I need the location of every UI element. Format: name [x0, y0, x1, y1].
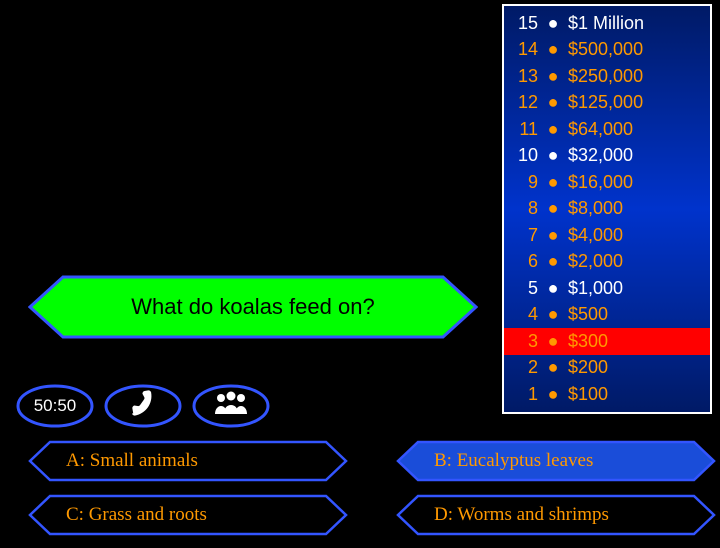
prize-level: 7: [512, 225, 538, 246]
prize-amount: $250,000: [568, 66, 702, 87]
prize-level: 11: [512, 119, 538, 140]
prize-level: 12: [512, 92, 538, 113]
prize-row-13: 13●$250,000: [504, 63, 710, 90]
dot-icon: ●: [538, 304, 568, 325]
prize-row-15: 15●$1 Million: [504, 10, 710, 37]
prize-row-4: 4●$500: [504, 302, 710, 329]
question-container: What do koalas feed on?: [28, 275, 478, 339]
prize-level: 1: [512, 384, 538, 405]
dot-icon: ●: [538, 39, 568, 60]
prize-level: 13: [512, 66, 538, 87]
prize-ladder: 15●$1 Million14●$500,00013●$250,00012●$1…: [502, 4, 712, 414]
dot-icon: ●: [538, 331, 568, 352]
prize-amount: $1,000: [568, 278, 702, 299]
answer-a-label: A: Small animals: [28, 450, 198, 472]
prize-amount: $32,000: [568, 145, 702, 166]
audience-icon: [211, 390, 251, 423]
dot-icon: ●: [538, 172, 568, 193]
lifeline-phone[interactable]: [104, 384, 182, 428]
prize-row-2: 2●$200: [504, 355, 710, 382]
prize-amount: $500,000: [568, 39, 702, 60]
prize-amount: $200: [568, 357, 702, 378]
dot-icon: ●: [538, 92, 568, 113]
dot-icon: ●: [538, 13, 568, 34]
dot-icon: ●: [538, 198, 568, 219]
dot-icon: ●: [538, 278, 568, 299]
prize-row-7: 7●$4,000: [504, 222, 710, 249]
prize-row-9: 9●$16,000: [504, 169, 710, 196]
lifelines-container: 50:50: [16, 384, 270, 428]
prize-level: 10: [512, 145, 538, 166]
answer-b-label: B: Eucalyptus leaves: [396, 450, 593, 472]
prize-level: 2: [512, 357, 538, 378]
answer-d[interactable]: D: Worms and shrimps: [396, 494, 716, 536]
prize-level: 5: [512, 278, 538, 299]
prize-amount: $300: [568, 331, 702, 352]
lifeline-5050[interactable]: 50:50: [16, 384, 94, 428]
answer-c[interactable]: C: Grass and roots: [28, 494, 348, 536]
prize-level: 4: [512, 304, 538, 325]
prize-amount: $8,000: [568, 198, 702, 219]
dot-icon: ●: [538, 357, 568, 378]
answer-c-label: C: Grass and roots: [28, 504, 207, 526]
prize-amount: $64,000: [568, 119, 702, 140]
prize-row-14: 14●$500,000: [504, 37, 710, 64]
dot-icon: ●: [538, 225, 568, 246]
prize-row-11: 11●$64,000: [504, 116, 710, 143]
answer-b[interactable]: B: Eucalyptus leaves: [396, 440, 716, 482]
prize-row-6: 6●$2,000: [504, 249, 710, 276]
dot-icon: ●: [538, 119, 568, 140]
answer-d-label: D: Worms and shrimps: [396, 504, 609, 526]
prize-amount: $2,000: [568, 251, 702, 272]
prize-row-8: 8●$8,000: [504, 196, 710, 223]
prize-row-3: 3●$300: [504, 328, 710, 355]
prize-amount: $500: [568, 304, 702, 325]
answer-a[interactable]: A: Small animals: [28, 440, 348, 482]
question-text: What do koalas feed on?: [131, 294, 374, 320]
dot-icon: ●: [538, 145, 568, 166]
lifeline-5050-label: 50:50: [34, 396, 77, 416]
prize-level: 14: [512, 39, 538, 60]
prize-level: 6: [512, 251, 538, 272]
prize-amount: $125,000: [568, 92, 702, 113]
prize-row-10: 10●$32,000: [504, 143, 710, 170]
dot-icon: ●: [538, 251, 568, 272]
dot-icon: ●: [538, 66, 568, 87]
prize-amount: $4,000: [568, 225, 702, 246]
prize-level: 15: [512, 13, 538, 34]
prize-amount: $100: [568, 384, 702, 405]
lifeline-audience[interactable]: [192, 384, 270, 428]
phone-icon: [126, 389, 160, 424]
answers-container: A: Small animals B: Eucalyptus leaves C:…: [0, 440, 720, 548]
prize-level: 3: [512, 331, 538, 352]
prize-row-12: 12●$125,000: [504, 90, 710, 117]
prize-amount: $1 Million: [568, 13, 702, 34]
dot-icon: ●: [538, 384, 568, 405]
prize-level: 8: [512, 198, 538, 219]
prize-amount: $16,000: [568, 172, 702, 193]
prize-row-1: 1●$100: [504, 381, 710, 408]
prize-level: 9: [512, 172, 538, 193]
prize-row-5: 5●$1,000: [504, 275, 710, 302]
